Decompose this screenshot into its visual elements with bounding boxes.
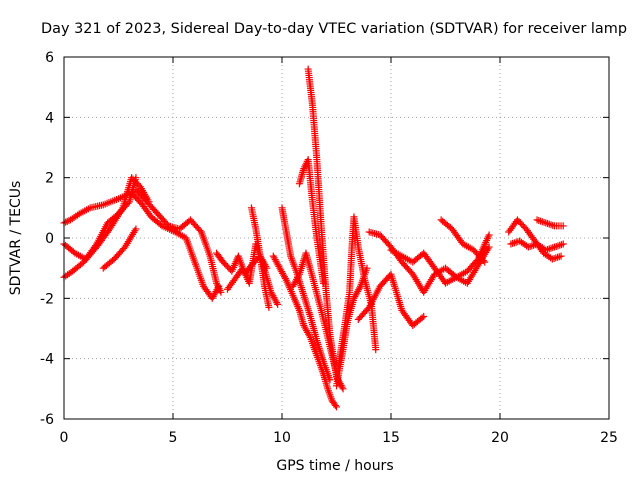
y-tick-label: -2 xyxy=(40,291,54,307)
data-point xyxy=(547,244,555,252)
data-point xyxy=(538,218,546,226)
data-point xyxy=(339,385,347,393)
data-point xyxy=(545,220,553,228)
data-point xyxy=(132,225,140,233)
data-point xyxy=(305,332,313,340)
data-point xyxy=(526,242,534,250)
data-point xyxy=(485,243,493,251)
series-arc-l xyxy=(295,156,327,287)
data-point xyxy=(331,401,339,409)
series-arc-g xyxy=(224,240,282,308)
data-point xyxy=(547,221,555,229)
series-arc-r xyxy=(387,231,493,287)
x-tick-label: 25 xyxy=(600,430,618,446)
data-point xyxy=(132,174,140,182)
series-arc-m xyxy=(304,65,347,393)
series-arc-c xyxy=(60,174,140,263)
data-point xyxy=(418,314,426,322)
x-axis-label: GPS time / hours xyxy=(276,458,393,474)
data-point xyxy=(540,218,548,226)
data-points xyxy=(60,65,567,411)
data-point xyxy=(552,242,560,250)
series-arc-a xyxy=(60,189,223,302)
y-tick-labels: -6 -4 -2 0 2 4 6 xyxy=(40,50,54,428)
data-point xyxy=(420,312,428,320)
series-arc-q xyxy=(354,270,428,329)
data-point xyxy=(295,272,303,280)
x-tick-label: 15 xyxy=(382,430,400,446)
data-point xyxy=(554,253,562,261)
data-point xyxy=(62,218,70,226)
series-arc-v xyxy=(533,216,567,230)
y-tick-label: -4 xyxy=(40,352,54,368)
data-point xyxy=(550,255,558,263)
series-arc-e xyxy=(132,186,225,296)
data-point xyxy=(265,303,273,311)
x-tick-label: 5 xyxy=(169,430,178,446)
data-point xyxy=(274,300,282,308)
data-point xyxy=(509,239,517,247)
data-point xyxy=(551,243,558,251)
data-point xyxy=(535,217,543,225)
gridlines xyxy=(64,57,609,419)
data-point xyxy=(542,219,550,227)
series-arc-h xyxy=(247,204,273,311)
data-point xyxy=(481,258,489,266)
data-point xyxy=(537,217,545,225)
data-point xyxy=(326,376,334,384)
series-arc-o xyxy=(335,213,380,369)
y-axis-label: SDTVAR / TECUs xyxy=(8,181,24,296)
data-point xyxy=(124,199,132,207)
data-point xyxy=(549,244,557,252)
data-point xyxy=(559,222,567,230)
series-arc-u xyxy=(507,237,567,254)
data-point xyxy=(552,254,560,262)
data-point xyxy=(217,288,225,296)
data-point xyxy=(533,216,541,224)
data-point xyxy=(479,257,487,265)
data-point xyxy=(528,242,536,250)
data-point xyxy=(554,242,562,250)
data-point xyxy=(557,241,565,249)
data-point xyxy=(196,226,204,234)
data-point xyxy=(281,275,289,283)
y-tick-label: -6 xyxy=(40,412,54,428)
series-arc-s xyxy=(437,216,489,266)
data-point xyxy=(559,240,567,248)
y-tick-label: 0 xyxy=(45,231,54,247)
y-tick-label: 2 xyxy=(45,171,54,187)
data-point xyxy=(338,383,346,391)
data-point xyxy=(333,403,340,411)
data-point xyxy=(372,346,380,354)
series-arc-j xyxy=(278,204,334,384)
data-point xyxy=(514,238,522,246)
x-tick-label: 20 xyxy=(491,430,509,446)
data-point xyxy=(555,253,563,261)
data-point xyxy=(356,284,364,292)
data-point xyxy=(545,245,553,253)
data-point xyxy=(557,252,565,260)
data-point xyxy=(91,242,99,250)
data-point xyxy=(556,241,564,249)
x-tick-labels: 0 5 10 15 20 25 xyxy=(60,430,618,446)
y-tick-label: 4 xyxy=(45,110,54,126)
x-tick-label: 0 xyxy=(60,430,69,446)
data-point xyxy=(485,231,493,239)
plot-frame xyxy=(63,56,610,420)
data-point xyxy=(273,299,281,307)
data-point xyxy=(544,220,552,228)
y-tick-label: 6 xyxy=(45,50,54,66)
data-point xyxy=(507,240,515,248)
x-tick-label: 10 xyxy=(273,430,291,446)
data-point xyxy=(549,221,557,229)
data-point xyxy=(510,239,518,247)
data-point xyxy=(63,217,71,225)
chart-title: Day 321 of 2023, Sidereal Day-to-day VTE… xyxy=(41,21,627,37)
series-arc-d xyxy=(99,225,140,272)
